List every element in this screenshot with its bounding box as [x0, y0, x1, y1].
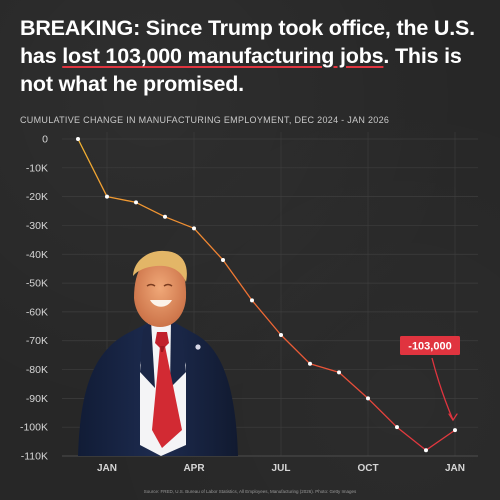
x-tick-label: OCT [357, 463, 378, 474]
data-point [453, 428, 457, 433]
person-figure [78, 250, 238, 456]
x-tick-label: JAN [445, 463, 465, 474]
data-point [134, 200, 138, 205]
y-tick-label: -70K [26, 335, 48, 347]
annotation-arrow [431, 357, 454, 421]
x-tick-label: JAN [97, 463, 117, 474]
source-note: Source: FRED, U.S. Bureau of Labor Stati… [143, 489, 357, 494]
data-point [250, 298, 254, 303]
data-point [395, 425, 399, 430]
data-point [76, 137, 80, 141]
y-tick-label: -50K [26, 278, 48, 290]
data-point [366, 396, 370, 401]
headline-highlight: lost 103,000 manufacturing jobs [62, 44, 384, 68]
x-tick-label: JUL [272, 463, 291, 474]
data-point [308, 361, 312, 366]
data-point [337, 370, 341, 375]
annotation-box [400, 336, 460, 355]
data-point [163, 214, 167, 219]
data-point [105, 194, 109, 199]
headline: BREAKING: Since Trump took office, the U… [20, 14, 490, 98]
y-tick-label: -40K [26, 249, 48, 261]
data-point [221, 258, 225, 263]
chart-title: CUMULATIVE CHANGE IN MANUFACTURING EMPLO… [20, 115, 390, 125]
y-tick-label: -10K [26, 162, 48, 174]
data-point [424, 448, 428, 453]
x-tick-label: APR [183, 463, 205, 474]
headline-part2: . This is not what he promised. [20, 44, 462, 96]
headline-lead: BREAKING: [20, 16, 141, 40]
y-tick-label: -80K [26, 364, 48, 376]
series-line [77, 138, 456, 451]
y-tick-label: 0 [42, 134, 48, 146]
y-tick-label: -60K [26, 306, 48, 318]
y-tick-label: -20K [26, 191, 48, 203]
y-tick-label: -30K [26, 220, 48, 232]
y-tick-label: -100K [20, 422, 48, 434]
y-tick-label: -110K [21, 451, 48, 463]
annotation-arrowhead [448, 413, 458, 422]
data-point [192, 226, 196, 231]
annotation-label: -103,000 [408, 341, 451, 353]
headline-part1: Since Trump took office, the U.S. has [20, 16, 475, 68]
data-point [279, 332, 283, 337]
y-tick-label: -90K [26, 393, 48, 405]
